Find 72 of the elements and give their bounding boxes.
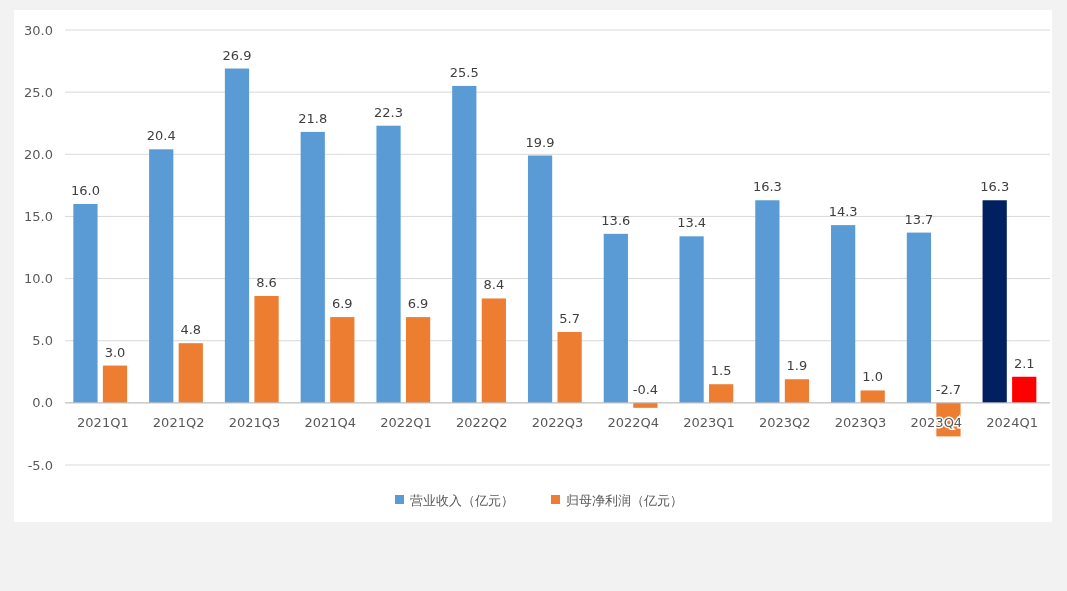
bar	[755, 200, 780, 403]
x-tick-label: 2023Q3	[834, 414, 887, 430]
data-label: 6.9	[331, 296, 353, 312]
data-label: 14.3	[828, 204, 858, 220]
data-label: 19.9	[525, 134, 555, 150]
legend-label: 营业收入（亿元）	[410, 492, 514, 508]
data-label: 1.0	[862, 369, 884, 385]
y-tick-label: -5.0	[27, 457, 53, 473]
bar	[300, 131, 325, 403]
x-tick-label: 2021Q3	[228, 414, 281, 430]
y-tick-label: 15.0	[24, 208, 53, 224]
bar	[679, 236, 704, 403]
data-label: 22.3	[374, 104, 403, 120]
data-label: 4.8	[180, 322, 202, 338]
y-tick-label: 20.0	[24, 146, 53, 162]
x-tick-label: 2022Q1	[380, 414, 432, 430]
bar	[1012, 376, 1037, 403]
data-label: 13.4	[677, 215, 707, 231]
bar	[860, 390, 885, 403]
x-tick-label: 2022Q4	[607, 414, 660, 430]
x-tick-label: 2022Q3	[531, 414, 584, 430]
bar	[376, 125, 401, 403]
bar	[831, 225, 856, 403]
y-tick-label: 30.0	[24, 22, 53, 38]
bar	[178, 343, 203, 403]
x-tick-label: 2024Q1	[986, 414, 1038, 430]
bar	[527, 155, 553, 403]
bar	[405, 317, 431, 403]
legend-label: 归母净利润（亿元）	[566, 492, 683, 508]
x-tick-label: 2022Q2	[455, 414, 508, 430]
bar	[982, 200, 1007, 403]
bar	[784, 379, 810, 403]
x-tick-label: 2021Q2	[152, 414, 205, 430]
bar	[224, 68, 250, 403]
bar	[330, 317, 355, 403]
x-tick-label: 2021Q1	[77, 414, 129, 430]
data-label: 2.1	[1013, 355, 1035, 371]
data-label: 16.3	[980, 179, 1010, 195]
data-label: -2.7	[935, 381, 962, 397]
y-tick-label: 25.0	[24, 84, 53, 100]
x-tick-label: 2023Q1	[683, 414, 735, 430]
bar	[557, 332, 582, 403]
data-label: 13.7	[904, 211, 934, 227]
x-tick-label: 2023Q2	[759, 414, 811, 430]
data-label: 1.9	[786, 358, 808, 374]
bar	[102, 365, 128, 403]
data-label: -0.4	[632, 381, 659, 397]
data-label: 21.8	[298, 110, 328, 126]
y-tick-label: 0.0	[32, 395, 53, 411]
data-label: 8.4	[483, 277, 505, 293]
bar	[906, 232, 932, 403]
data-label: 3.0	[104, 344, 126, 360]
data-label: 25.5	[449, 64, 479, 80]
y-tick-label: 10.0	[24, 271, 53, 287]
bar	[481, 298, 506, 403]
data-label: 16.0	[70, 183, 100, 198]
x-tick-label: 2021Q4	[304, 414, 356, 430]
data-label: 1.5	[710, 363, 732, 379]
bar	[149, 149, 174, 403]
data-label: 5.7	[559, 311, 580, 327]
data-label: 16.3	[752, 179, 782, 195]
bar	[452, 85, 477, 403]
data-label: 13.6	[601, 212, 631, 228]
data-label: 20.4	[146, 128, 176, 144]
bar	[254, 295, 279, 403]
bar	[603, 233, 628, 403]
data-label: 26.9	[222, 47, 252, 63]
data-label: 8.6	[256, 274, 277, 290]
data-label: 6.9	[407, 296, 429, 312]
y-tick-label: 5.0	[32, 333, 53, 349]
bar	[73, 204, 98, 403]
bar	[709, 384, 734, 403]
